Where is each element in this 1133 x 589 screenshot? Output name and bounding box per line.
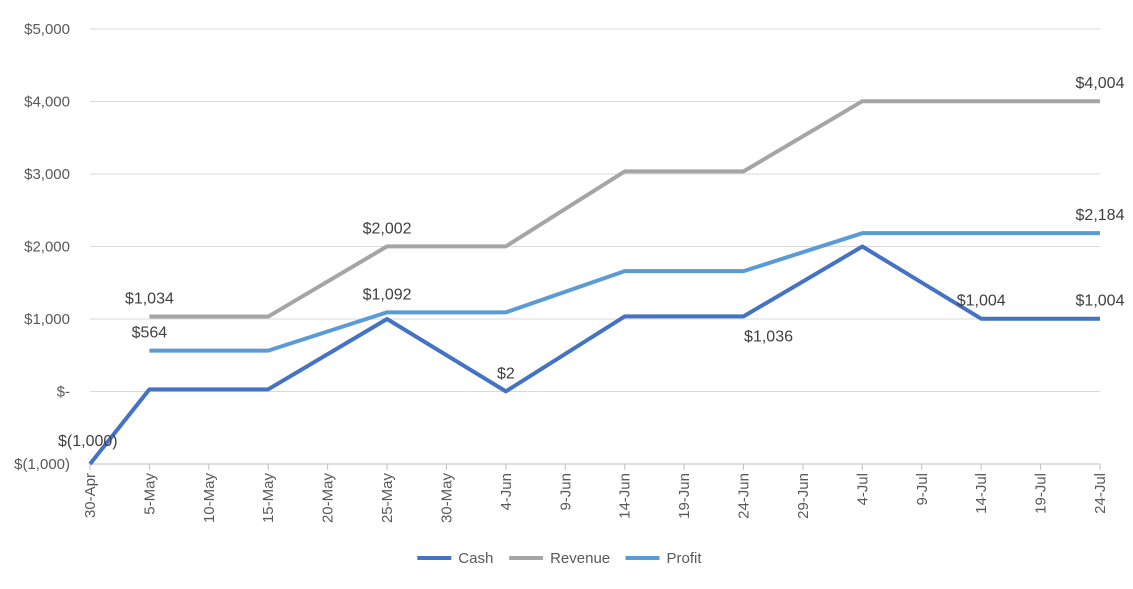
y-tick-label: $3,000: [24, 166, 70, 183]
x-tick-label: 14-Jul: [973, 473, 990, 514]
x-tick-label: 9-Jun: [557, 473, 574, 511]
data-label: $2,002: [363, 220, 412, 237]
x-tick-label: 30-Apr: [82, 473, 99, 518]
legend: Cash Revenue Profit: [417, 550, 702, 567]
y-axis: $5,000 $4,000 $3,000 $2,000 $1,000 $- $(1,000): [14, 21, 70, 473]
y-tick-label: $-: [57, 384, 70, 401]
data-label: $1,004: [1076, 293, 1125, 310]
series-lines: [88, 99, 1100, 466]
x-axis: 30-Apr 5-May 10-May 15-May 20-May 25-May 30-Ma…: [82, 463, 1109, 524]
y-tick-label: $(1,000): [14, 456, 70, 473]
y-tick-label: $1,000: [24, 311, 70, 328]
gridlines: [90, 28, 1100, 392]
x-tick-label: 30-May: [438, 473, 455, 524]
legend-label-revenue: Revenue: [550, 550, 610, 567]
x-tick-label: 29-Jun: [795, 473, 812, 519]
x-tick-label: 25-May: [379, 473, 396, 524]
y-tick-label: $2,000: [24, 239, 70, 256]
data-label: $2: [497, 365, 515, 382]
series-cash-line: [88, 244, 1100, 466]
x-tick-label: 9-Jul: [914, 473, 931, 506]
x-tick-label: 24-Jun: [736, 473, 753, 519]
data-label: $4,004: [1076, 75, 1125, 92]
x-tick-label: 5-May: [141, 473, 158, 515]
x-tick-label: 20-May: [320, 473, 337, 524]
x-tick-label: 10-May: [201, 473, 218, 524]
x-tick-label: 4-Jul: [854, 473, 871, 506]
data-labels: $(1,000) $1,034 $564 $2,002 $1,092 $2 $1,036 $1…: [58, 75, 1125, 450]
x-tick-label: 19-Jun: [676, 473, 693, 519]
y-tick-label: $5,000: [24, 21, 70, 38]
data-label: $1,034: [125, 291, 174, 308]
x-tick-label: 19-Jul: [1033, 473, 1050, 514]
x-tick-label: 15-May: [260, 473, 277, 524]
data-label: $(1,000): [58, 433, 118, 450]
x-tick-label: 14-Jun: [617, 473, 634, 519]
data-label: $1,004: [957, 293, 1006, 310]
legend-label-cash: Cash: [458, 550, 493, 567]
x-tick-label: 24-Jul: [1092, 473, 1109, 514]
data-label: $2,184: [1076, 207, 1125, 224]
legend-label-profit: Profit: [667, 550, 703, 567]
series-revenue-line: [149, 99, 1100, 319]
series-profit-line: [149, 231, 1100, 353]
data-label: $564: [132, 325, 168, 342]
data-label: $1,092: [363, 286, 412, 303]
data-label: $1,036: [744, 328, 793, 345]
x-tick-label: 4-Jun: [498, 473, 515, 511]
y-tick-label: $4,000: [24, 94, 70, 111]
